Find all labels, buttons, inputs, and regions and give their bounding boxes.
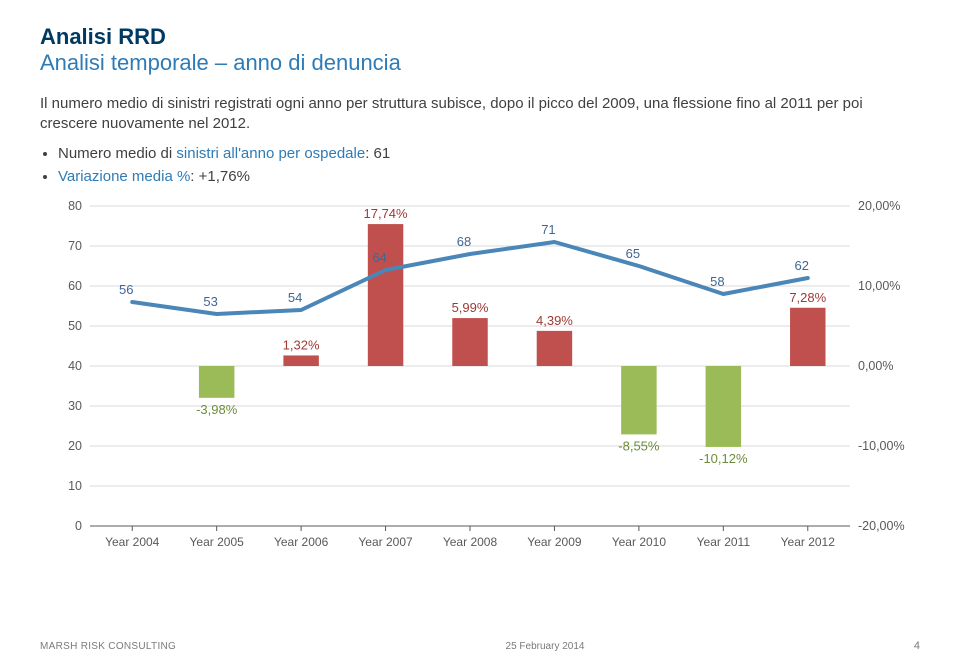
svg-text:Year 2006: Year 2006 — [274, 535, 329, 549]
svg-text:54: 54 — [288, 290, 302, 305]
bullet-1-post: : 61 — [365, 145, 390, 162]
svg-text:-3,98%: -3,98% — [196, 402, 238, 417]
svg-text:71: 71 — [541, 222, 555, 237]
svg-text:Year 2012: Year 2012 — [781, 535, 836, 549]
svg-text:5,99%: 5,99% — [452, 300, 489, 315]
svg-text:17,74%: 17,74% — [364, 206, 409, 221]
footer-page: 4 — [914, 640, 920, 652]
svg-text:-8,55%: -8,55% — [618, 438, 660, 453]
svg-text:7,28%: 7,28% — [789, 290, 826, 305]
svg-text:20,00%: 20,00% — [858, 199, 900, 213]
bullets: Numero medio di sinistri all'anno per os… — [40, 143, 920, 189]
svg-text:0: 0 — [75, 519, 82, 533]
svg-text:Year 2009: Year 2009 — [527, 535, 582, 549]
title-main: Analisi RRD — [40, 24, 920, 50]
svg-text:70: 70 — [68, 239, 82, 253]
svg-text:80: 80 — [68, 199, 82, 213]
svg-text:64: 64 — [372, 250, 386, 265]
svg-text:68: 68 — [457, 234, 471, 249]
svg-text:-10,00%: -10,00% — [858, 439, 905, 453]
svg-text:50: 50 — [68, 319, 82, 333]
description: Il numero medio di sinistri registrati o… — [40, 94, 920, 135]
title-sub: Analisi temporale – anno di denuncia — [40, 50, 920, 76]
svg-text:-10,12%: -10,12% — [699, 451, 748, 466]
chart-svg: 0 10 20 30 40 50 60 70 80 -20,00% -10,00% 0,00% 10,0… — [40, 196, 920, 576]
svg-text:20: 20 — [68, 439, 82, 453]
svg-text:4,39%: 4,39% — [536, 313, 573, 328]
bullet-2-post: : +1,76% — [190, 168, 250, 185]
bullet-1-pre: Numero medio di — [58, 145, 176, 162]
svg-text:Year 2011: Year 2011 — [697, 535, 751, 549]
svg-text:Year 2010: Year 2010 — [612, 535, 667, 549]
footer-brand: MARSH RISK CONSULTING — [40, 641, 176, 652]
bullet-1: Numero medio di sinistri all'anno per os… — [58, 143, 920, 165]
footer-date: 25 February 2014 — [506, 641, 585, 652]
svg-text:Year 2005: Year 2005 — [190, 535, 245, 549]
chart: 0 10 20 30 40 50 60 70 80 -20,00% -10,00% 0,00% 10,0… — [40, 196, 920, 576]
bullet-1-accent: sinistri all'anno per ospedale — [176, 145, 365, 162]
bullet-2: Variazione media %: +1,76% — [58, 166, 920, 188]
svg-text:40: 40 — [68, 359, 82, 373]
svg-text:62: 62 — [795, 258, 809, 273]
svg-text:-20,00%: -20,00% — [858, 519, 905, 533]
footer: MARSH RISK CONSULTING 25 February 2014 4 — [40, 640, 920, 652]
svg-text:10: 10 — [68, 479, 82, 493]
svg-text:56: 56 — [119, 282, 133, 297]
svg-text:65: 65 — [626, 246, 640, 261]
svg-text:53: 53 — [203, 294, 217, 309]
svg-text:Year 2007: Year 2007 — [358, 535, 413, 549]
svg-text:Year 2008: Year 2008 — [443, 535, 498, 549]
svg-text:60: 60 — [68, 279, 82, 293]
svg-text:Year 2004: Year 2004 — [105, 535, 160, 549]
svg-text:10,00%: 10,00% — [858, 279, 900, 293]
svg-text:58: 58 — [710, 274, 724, 289]
svg-text:30: 30 — [68, 399, 82, 413]
bullet-2-accent: Variazione media % — [58, 168, 190, 185]
svg-text:0,00%: 0,00% — [858, 359, 893, 373]
svg-text:1,32%: 1,32% — [283, 337, 320, 352]
